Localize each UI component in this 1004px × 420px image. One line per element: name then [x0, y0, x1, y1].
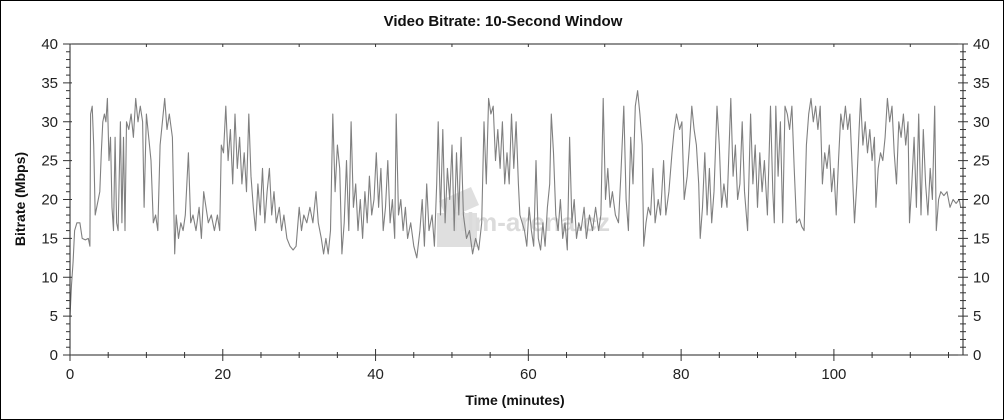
y-tick-label-right: 15 [973, 230, 990, 247]
clapperboard-body [437, 213, 477, 247]
y-tick-label-right: 40 [973, 36, 990, 53]
series-line-0 [69, 90, 962, 317]
y-tick-label: 10 [41, 269, 58, 286]
x-tick-label: 100 [821, 366, 846, 383]
plot-area [69, 90, 962, 317]
y-tick-label-right: 0 [973, 347, 981, 364]
y-tick-label-right: 20 [973, 192, 990, 209]
y-tick-label: 40 [41, 36, 58, 53]
y-tick-label: 30 [41, 114, 58, 131]
x-tick-label: 0 [66, 366, 74, 383]
y-tick-label-right: 30 [973, 114, 990, 131]
x-tick-label: 60 [520, 366, 537, 383]
x-tick-label: 20 [214, 366, 231, 383]
y-tick-label: 35 [41, 75, 58, 92]
y-tick-label-right: 35 [973, 75, 990, 92]
y-tick-label: 5 [50, 308, 58, 325]
y-tick-label: 15 [41, 230, 58, 247]
y-tick-label: 0 [50, 347, 58, 364]
y-axis-label: Bitrate (Mbps) [12, 152, 28, 246]
y-tick-label-right: 5 [973, 308, 981, 325]
y-tick-label-right: 25 [973, 153, 990, 170]
y-tick-label: 20 [41, 192, 58, 209]
y-tick-label-right: 10 [973, 269, 990, 286]
chart-title: Video Bitrate: 10-Second Window [384, 13, 623, 30]
x-tick-label: 40 [367, 366, 384, 383]
x-tick-label: 80 [673, 366, 690, 383]
y-tick-label: 25 [41, 153, 58, 170]
x-axis-label: Time (minutes) [465, 392, 564, 408]
